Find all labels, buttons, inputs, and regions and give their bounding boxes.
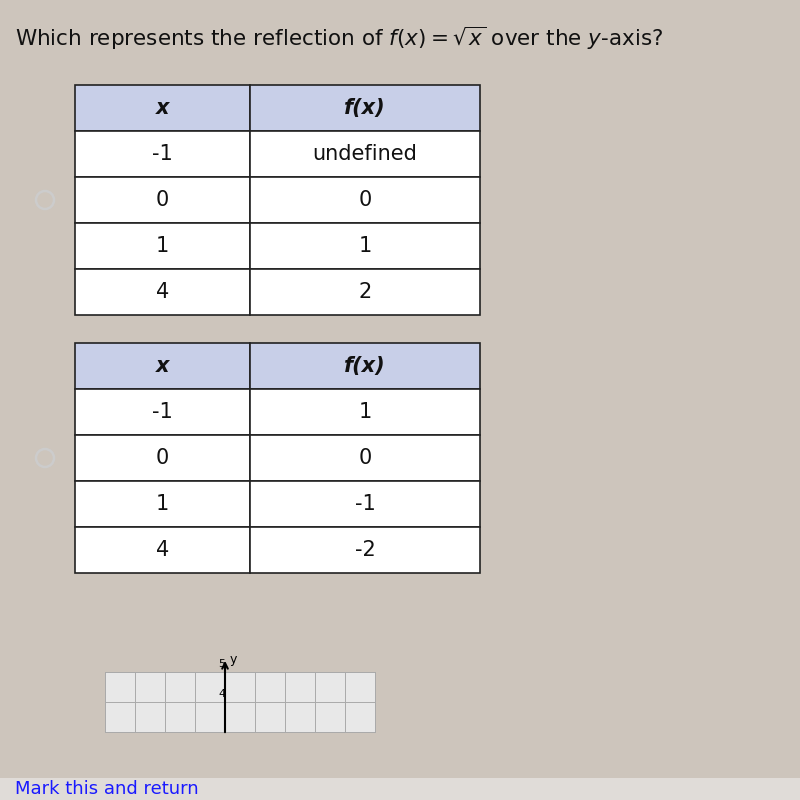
Text: 1: 1 xyxy=(156,236,169,256)
Text: 2: 2 xyxy=(358,282,372,302)
FancyBboxPatch shape xyxy=(250,269,480,315)
FancyBboxPatch shape xyxy=(250,389,480,435)
Text: x: x xyxy=(156,98,170,118)
FancyBboxPatch shape xyxy=(75,223,250,269)
Text: 1: 1 xyxy=(358,402,372,422)
FancyBboxPatch shape xyxy=(250,435,480,481)
Text: 0: 0 xyxy=(156,190,169,210)
Text: Mark this and return: Mark this and return xyxy=(15,780,198,798)
Text: Which represents the reflection of $f(x) = \sqrt{x}$ over the $y$-axis?: Which represents the reflection of $f(x)… xyxy=(15,24,663,52)
Text: 4: 4 xyxy=(218,689,226,699)
Text: y: y xyxy=(230,653,238,666)
Text: 4: 4 xyxy=(156,282,169,302)
Text: 0: 0 xyxy=(156,448,169,468)
FancyBboxPatch shape xyxy=(250,85,480,131)
Text: -1: -1 xyxy=(152,402,173,422)
FancyBboxPatch shape xyxy=(75,435,250,481)
FancyBboxPatch shape xyxy=(75,481,250,527)
Text: undefined: undefined xyxy=(313,144,418,164)
FancyBboxPatch shape xyxy=(75,269,250,315)
Text: x: x xyxy=(156,356,170,376)
Text: -1: -1 xyxy=(354,494,375,514)
FancyBboxPatch shape xyxy=(250,131,480,177)
FancyBboxPatch shape xyxy=(250,481,480,527)
Text: 5: 5 xyxy=(218,659,226,669)
Text: -2: -2 xyxy=(354,540,375,560)
FancyBboxPatch shape xyxy=(75,527,250,573)
FancyBboxPatch shape xyxy=(250,527,480,573)
FancyBboxPatch shape xyxy=(250,343,480,389)
FancyBboxPatch shape xyxy=(105,672,375,732)
Text: 4: 4 xyxy=(156,540,169,560)
FancyBboxPatch shape xyxy=(75,131,250,177)
Text: 1: 1 xyxy=(358,236,372,256)
Text: f(x): f(x) xyxy=(344,356,386,376)
FancyBboxPatch shape xyxy=(250,223,480,269)
Text: 0: 0 xyxy=(358,190,372,210)
FancyBboxPatch shape xyxy=(75,389,250,435)
FancyBboxPatch shape xyxy=(0,778,800,800)
Text: f(x): f(x) xyxy=(344,98,386,118)
Text: -1: -1 xyxy=(152,144,173,164)
Text: 0: 0 xyxy=(358,448,372,468)
FancyBboxPatch shape xyxy=(250,177,480,223)
FancyBboxPatch shape xyxy=(75,343,250,389)
FancyBboxPatch shape xyxy=(75,85,250,131)
FancyBboxPatch shape xyxy=(75,177,250,223)
Text: 1: 1 xyxy=(156,494,169,514)
